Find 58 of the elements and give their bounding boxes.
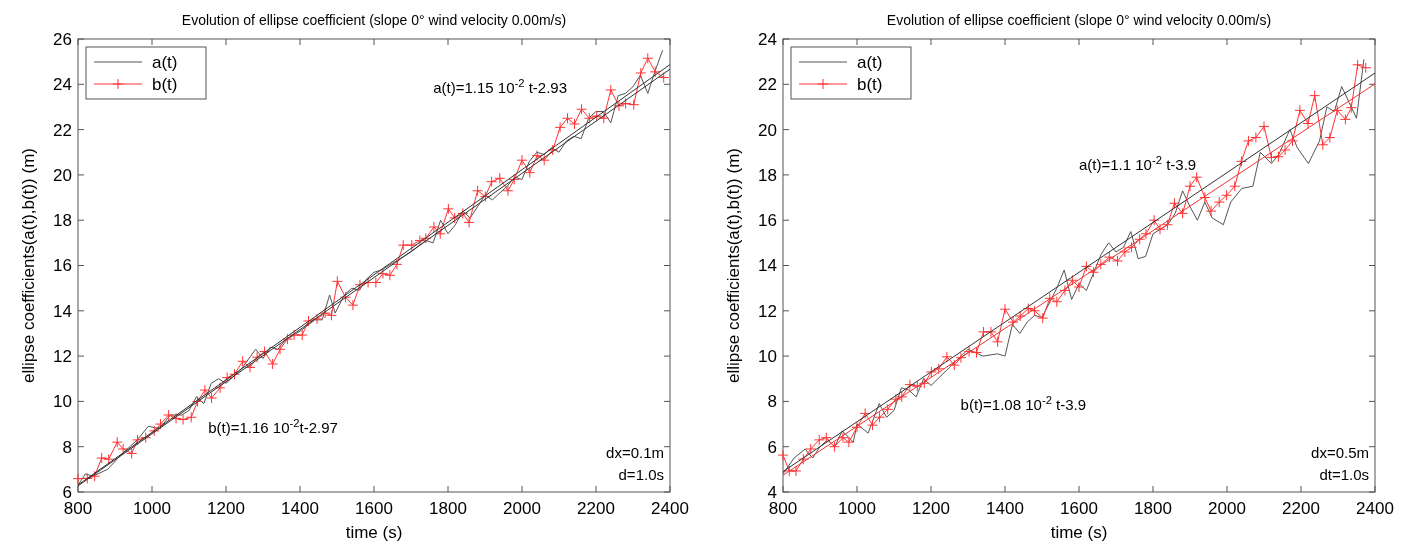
annotation: b(t)=1.08 10$^{-2}$ t-3.9 (960, 394, 1087, 414)
annotation: dx=0.5m (1311, 444, 1369, 461)
x-tick-label: 2400 (651, 499, 689, 518)
y-tick-label: 12 (758, 301, 777, 321)
y-tick-label: 20 (53, 165, 72, 185)
x-axis-title: time (s) (1050, 523, 1108, 542)
x-tick-label: 2200 (577, 499, 615, 518)
annotation: dt=1.0s (1319, 466, 1369, 483)
x-tick-label: 1400 (281, 499, 319, 518)
annotation: a(t)=1.1 10$^{-2}$ t-3.9 (1079, 154, 1197, 174)
y-tick-label: 6 (62, 482, 72, 502)
y-axis-title: ellipse coefficients(a(t),b(t)) (m) (19, 148, 38, 383)
annotation: dx=0.1m (606, 444, 664, 461)
chart-title: Evolution of ellipse coefficient (slope 0° wind velocity 0.00m/s) (181, 12, 567, 28)
y-tick-label: 24 (53, 75, 72, 95)
x-tick-label: 2200 (1282, 499, 1320, 518)
legend-label: a(t) (152, 52, 178, 72)
legend-label: b(t) (857, 74, 883, 94)
y-tick-label: 14 (758, 256, 777, 276)
y-tick-label: 8 (767, 392, 777, 412)
y-tick-label: 20 (758, 120, 777, 140)
x-tick-label: 1800 (429, 499, 467, 518)
y-tick-label: 12 (53, 347, 72, 367)
x-tick-label: 800 (768, 499, 798, 518)
y-tick-label: 10 (758, 347, 777, 367)
y-tick-label: 18 (53, 211, 72, 231)
x-tick-label: 2400 (1356, 499, 1394, 518)
y-tick-label: 14 (53, 301, 72, 321)
y-tick-label: 16 (758, 211, 777, 231)
annotation: a(t)=1.15 10$^{-2}$ t-2.93 (433, 77, 568, 97)
y-tick-label: 24 (758, 29, 777, 49)
y-tick-label: 4 (767, 482, 777, 502)
x-tick-label: 1200 (912, 499, 950, 518)
y-tick-label: 8 (62, 437, 72, 457)
x-tick-label: 800 (63, 499, 93, 518)
x-axis-title: time (s) (345, 523, 403, 542)
x-tick-label: 2000 (503, 499, 541, 518)
x-tick-label: 1000 (838, 499, 876, 518)
y-tick-label: 26 (53, 29, 72, 49)
x-tick-label: 1600 (355, 499, 393, 518)
y-tick-label: 6 (767, 437, 777, 457)
x-tick-label: 1400 (986, 499, 1024, 518)
x-tick-label: 1200 (207, 499, 245, 518)
y-tick-label: 22 (758, 75, 777, 95)
x-tick-label: 1800 (1134, 499, 1172, 518)
annotation: d=1.0s (618, 466, 664, 483)
x-tick-label: 1000 (133, 499, 171, 518)
y-axis-title: ellipse coefficients(a(t),b(t)) (m) (724, 148, 743, 383)
legend-label: b(t) (152, 74, 178, 94)
y-tick-label: 18 (758, 165, 777, 185)
annotation: b(t)=1.16 10$^{-2}$t-2.97 (208, 417, 338, 437)
x-tick-label: 2000 (1208, 499, 1246, 518)
y-tick-label: 10 (53, 392, 72, 412)
x-tick-label: 1600 (1060, 499, 1098, 518)
y-tick-label: 16 (53, 256, 72, 276)
chart-title: Evolution of ellipse coefficient (slope 0° wind velocity 0.00m/s) (886, 12, 1272, 28)
y-tick-label: 22 (53, 120, 72, 140)
legend-label: a(t) (857, 52, 883, 72)
